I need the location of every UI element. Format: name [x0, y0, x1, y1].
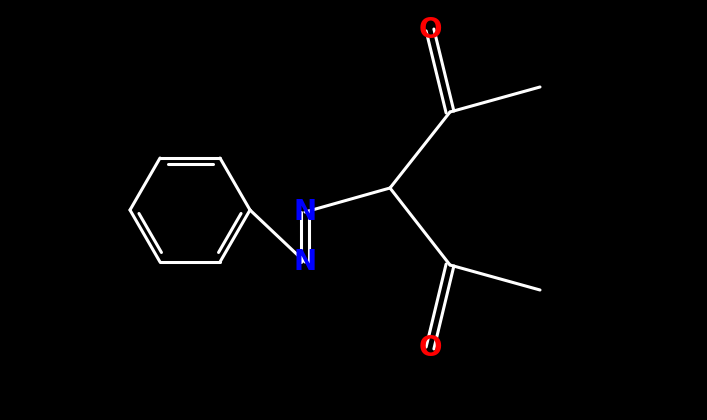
Text: N: N [293, 198, 317, 226]
Text: O: O [419, 334, 442, 362]
Text: O: O [419, 16, 442, 44]
Text: N: N [293, 248, 317, 276]
